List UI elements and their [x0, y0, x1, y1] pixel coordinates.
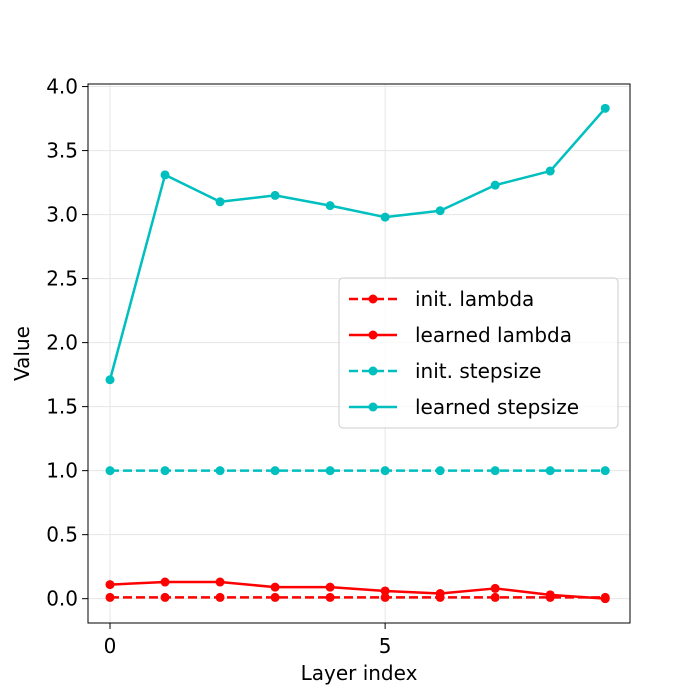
y-tick-label: 1.0	[46, 459, 78, 483]
y-tick-label: 3.5	[46, 139, 78, 163]
y-tick-label: 2.0	[46, 331, 78, 355]
data-point	[600, 103, 610, 113]
data-point	[435, 589, 445, 599]
y-tick-label: 3.0	[46, 203, 78, 227]
legend-marker	[368, 402, 378, 412]
series-line	[108, 107, 607, 381]
data-point	[270, 466, 280, 476]
y-tick-label: 0.0	[46, 587, 78, 611]
data-point	[215, 466, 225, 476]
data-point	[545, 166, 555, 176]
axis-ticks: 0 5 0.0 0.5 1.0 1.5 2.0 2.5 3.0 3.5 4.0	[46, 75, 391, 658]
legend-box	[338, 277, 619, 429]
y-tick-label: 4.0	[46, 75, 78, 99]
series-init-stepsize	[105, 466, 610, 476]
x-tick-label: 5	[379, 634, 392, 658]
data-point	[160, 170, 170, 180]
data-point	[380, 466, 390, 476]
data-point	[545, 590, 555, 600]
legend-marker	[368, 366, 378, 376]
data-point	[160, 592, 170, 602]
data-point	[600, 466, 610, 476]
data-point	[105, 375, 115, 385]
y-tick-label: 1.5	[46, 395, 78, 419]
data-point	[325, 582, 335, 592]
data-point	[215, 197, 225, 207]
data-point	[490, 466, 500, 476]
legend-item: init. lambda	[349, 287, 534, 311]
data-point	[105, 580, 115, 590]
legend-label: init. stepsize	[415, 359, 541, 383]
y-tick-label: 2.5	[46, 267, 78, 291]
plot-frame	[87, 83, 631, 624]
data-point	[270, 190, 280, 200]
data-point	[270, 592, 280, 602]
data-point	[105, 466, 115, 476]
legend-label: init. lambda	[415, 287, 534, 311]
data-point	[215, 592, 225, 602]
data-point	[435, 466, 445, 476]
series-learned-lambda	[105, 577, 610, 604]
data-point	[160, 577, 170, 587]
data-point	[490, 592, 500, 602]
legend-marker	[368, 330, 378, 340]
x-tick-label: 0	[104, 634, 117, 658]
data-point	[325, 466, 335, 476]
series-line	[109, 580, 606, 600]
data-point	[325, 201, 335, 211]
legend-label: learned lambda	[415, 323, 572, 347]
legend-item: init. stepsize	[349, 359, 541, 383]
data-point	[600, 594, 610, 604]
legend: init. lambda learned lambda init. stepsize…	[338, 277, 619, 429]
data-point	[380, 586, 390, 596]
legend-item: learned stepsize	[349, 395, 579, 419]
y-axis-label: Value	[10, 326, 34, 381]
data-point	[270, 582, 280, 592]
data-point	[380, 592, 390, 602]
data-point	[105, 592, 115, 602]
data-point	[435, 206, 445, 216]
legend-marker	[368, 294, 378, 304]
data-point	[490, 583, 500, 593]
data-point	[545, 466, 555, 476]
series-group	[105, 103, 610, 604]
data-point	[160, 466, 170, 476]
data-point	[490, 180, 500, 190]
legend-label: learned stepsize	[415, 395, 579, 419]
series-learned-stepsize	[105, 103, 610, 385]
data-point	[325, 592, 335, 602]
data-point	[380, 212, 390, 222]
y-tick-label: 0.5	[46, 523, 78, 547]
legend-item: learned lambda	[349, 323, 572, 347]
x-axis-label: Layer index	[301, 661, 418, 685]
series-init-lambda	[105, 592, 610, 602]
data-point	[215, 577, 225, 587]
